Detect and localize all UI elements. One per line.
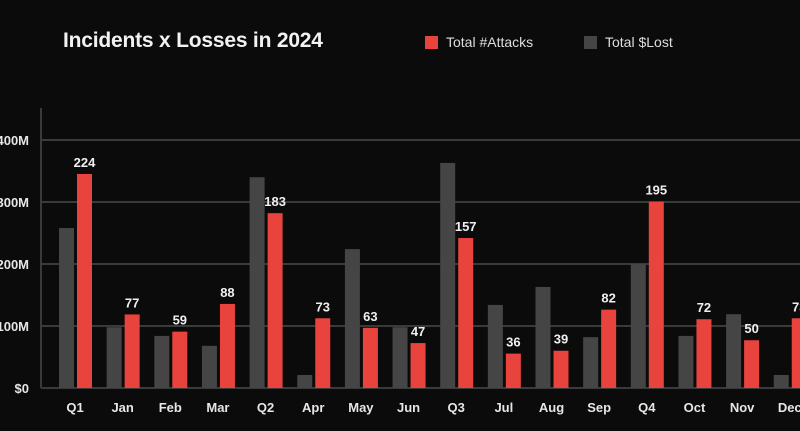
x-tick-label: Dec bbox=[778, 400, 800, 415]
data-label-attacks: 183 bbox=[264, 194, 286, 209]
legend-item-attacks: Total #Attacks bbox=[425, 34, 533, 50]
bar-attacks-feb bbox=[172, 331, 188, 388]
y-tick-label: $200M bbox=[0, 257, 29, 272]
bar-attacks-may bbox=[362, 327, 378, 388]
legend-swatch-lost bbox=[584, 35, 597, 49]
x-tick-label: Q3 bbox=[448, 400, 465, 415]
bar-attacks-mar bbox=[219, 303, 235, 388]
y-tick-label: $0 bbox=[15, 381, 29, 396]
bar-lost-apr bbox=[297, 374, 313, 388]
data-label-attacks: 77 bbox=[125, 295, 139, 310]
data-label-attacks: 88 bbox=[220, 285, 234, 300]
x-tick-label: Jun bbox=[397, 400, 420, 415]
legend-label-attacks: Total #Attacks bbox=[446, 34, 534, 50]
data-label-attacks: 157 bbox=[455, 219, 477, 234]
bar-attacks-q3 bbox=[458, 238, 474, 388]
x-tick-label: Oct bbox=[684, 400, 706, 415]
x-tick-label: Jan bbox=[111, 400, 133, 415]
bar-lost-q3 bbox=[440, 162, 456, 388]
x-tick-label: Nov bbox=[730, 400, 755, 415]
bar-attacks-aug bbox=[553, 350, 569, 388]
legend-label-lost: Total $Lost bbox=[605, 34, 673, 50]
bar-attacks-sep bbox=[601, 309, 617, 388]
data-label-attacks: 39 bbox=[554, 332, 568, 347]
x-tick-label: Mar bbox=[206, 400, 229, 415]
x-tick-label: Jul bbox=[494, 400, 513, 415]
bar-attacks-jul bbox=[505, 353, 521, 388]
legend-item-lost: Total $Lost bbox=[584, 34, 673, 50]
y-tick-label: $100M bbox=[0, 319, 29, 334]
x-tick-label: Aug bbox=[539, 400, 564, 415]
legend-swatch-attacks bbox=[425, 35, 438, 49]
bar-lost-q4 bbox=[630, 264, 646, 388]
y-tick-label: $300M bbox=[0, 195, 29, 210]
x-tick-label: Apr bbox=[302, 400, 324, 415]
bar-attacks-nov bbox=[744, 340, 760, 388]
x-tick-label: Q2 bbox=[257, 400, 274, 415]
bar-lost-jan bbox=[106, 327, 122, 388]
data-label-attacks: 63 bbox=[363, 309, 377, 324]
data-label-attacks: 47 bbox=[411, 324, 425, 339]
bar-attacks-q2 bbox=[267, 213, 283, 388]
y-tick-label: $400M bbox=[0, 133, 29, 148]
bar-lost-sep bbox=[583, 337, 599, 388]
chart-title: Incidents x Losses in 2024 bbox=[63, 29, 323, 52]
x-tick-label: May bbox=[348, 400, 374, 415]
bar-attacks-dec bbox=[791, 318, 800, 388]
bar-lost-nov bbox=[726, 314, 742, 388]
data-label-attacks: 73 bbox=[792, 299, 800, 314]
bar-attacks-q1 bbox=[77, 174, 92, 388]
bar-lost-feb bbox=[154, 335, 170, 388]
data-label-attacks: 72 bbox=[697, 300, 711, 315]
data-label-attacks: 224 bbox=[74, 155, 96, 170]
bar-lost-aug bbox=[535, 286, 551, 388]
bar-lost-q2 bbox=[249, 177, 265, 388]
data-label-attacks: 82 bbox=[601, 291, 615, 306]
bar-attacks-oct bbox=[696, 319, 712, 388]
bar-lost-jul bbox=[487, 304, 503, 388]
bar-lost-mar bbox=[201, 345, 217, 388]
bar-attacks-jan bbox=[124, 314, 140, 388]
bar-lost-dec bbox=[773, 374, 789, 388]
data-label-attacks: 73 bbox=[316, 299, 330, 314]
x-tick-label: Sep bbox=[587, 400, 611, 415]
bar-lost-may bbox=[344, 249, 360, 388]
bar-attacks-jun bbox=[410, 343, 426, 388]
bar-lost-q1 bbox=[59, 228, 74, 388]
x-tick-label: Q4 bbox=[638, 400, 656, 415]
x-tick-label: Q1 bbox=[66, 400, 83, 415]
data-label-attacks: 50 bbox=[744, 321, 758, 336]
bar-attacks-q4 bbox=[648, 201, 664, 388]
data-label-attacks: 195 bbox=[645, 183, 667, 198]
data-label-attacks: 36 bbox=[506, 335, 520, 350]
x-tick-label: Feb bbox=[159, 400, 182, 415]
bar-lost-jun bbox=[392, 327, 408, 388]
bar-attacks-apr bbox=[315, 318, 331, 388]
bar-lost-oct bbox=[678, 335, 694, 388]
data-label-attacks: 59 bbox=[173, 313, 187, 328]
